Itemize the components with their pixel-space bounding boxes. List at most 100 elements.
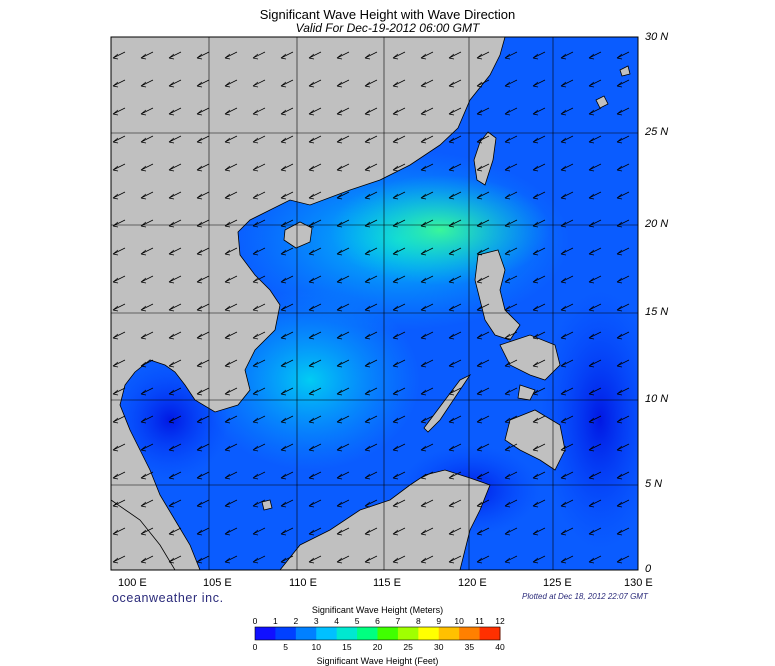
wave-arrow bbox=[336, 415, 350, 424]
wave-arrow bbox=[336, 359, 350, 368]
wave-arrow bbox=[420, 51, 434, 60]
wave-arrow bbox=[140, 527, 154, 536]
wave-arrow bbox=[196, 555, 210, 564]
wave-arrow bbox=[308, 275, 322, 284]
lon-label-120e: 120 E bbox=[458, 577, 487, 589]
wave-arrow bbox=[560, 275, 574, 284]
wave-arrow bbox=[504, 163, 518, 172]
wave-arrow bbox=[560, 219, 574, 228]
colorbar-tick-meters: 11 bbox=[475, 616, 484, 626]
wave-arrow bbox=[364, 163, 378, 172]
wave-arrow bbox=[560, 107, 574, 116]
wave-arrow bbox=[532, 191, 546, 200]
wave-arrow bbox=[448, 51, 462, 60]
wave-arrow bbox=[364, 387, 378, 396]
wave-arrow bbox=[476, 219, 490, 228]
wave-arrow bbox=[392, 191, 406, 200]
colorbar-title-meters: Significant Wave Height (Meters) bbox=[311, 605, 444, 615]
wave-arrow bbox=[112, 275, 126, 284]
wave-arrow bbox=[112, 331, 126, 340]
wave-arrow bbox=[252, 359, 266, 368]
wave-arrow bbox=[308, 163, 322, 172]
wave-arrow bbox=[112, 107, 126, 116]
wave-arrow bbox=[588, 79, 602, 88]
wave-arrow bbox=[252, 219, 266, 228]
wave-arrow bbox=[140, 387, 154, 396]
wave-arrow bbox=[504, 471, 518, 480]
chart-subtitle: Valid For Dec-19-2012 06:00 GMT bbox=[295, 21, 480, 35]
map-frame bbox=[110, 36, 639, 571]
wave-arrow bbox=[392, 331, 406, 340]
wave-arrow bbox=[560, 499, 574, 508]
wave-arrow bbox=[168, 555, 182, 564]
wave-arrow bbox=[476, 527, 490, 536]
wave-arrow bbox=[168, 527, 182, 536]
wave-arrow bbox=[532, 107, 546, 116]
wave-arrow bbox=[476, 387, 490, 396]
wave-arrow bbox=[476, 555, 490, 564]
wave-arrow bbox=[224, 387, 238, 396]
wave-arrow bbox=[308, 527, 322, 536]
wave-arrow bbox=[224, 219, 238, 228]
wave-arrow bbox=[616, 443, 630, 452]
wave-arrow bbox=[140, 275, 154, 284]
wave-arrow bbox=[224, 415, 238, 424]
wave-arrow bbox=[112, 135, 126, 144]
wave-arrow bbox=[308, 555, 322, 564]
wave-arrow bbox=[560, 303, 574, 312]
wave-arrow bbox=[448, 555, 462, 564]
colorbar-tick-meters: 12 bbox=[495, 616, 505, 626]
wave-arrow bbox=[168, 107, 182, 116]
wave-arrow bbox=[616, 191, 630, 200]
wave-arrow bbox=[168, 191, 182, 200]
wave-arrow bbox=[504, 79, 518, 88]
wave-arrow bbox=[476, 303, 490, 312]
wave-arrow bbox=[280, 331, 294, 340]
wave-arrow bbox=[196, 443, 210, 452]
wave-arrow bbox=[616, 219, 630, 228]
wave-arrow bbox=[392, 387, 406, 396]
wave-arrow bbox=[224, 527, 238, 536]
wave-arrow bbox=[560, 443, 574, 452]
wave-arrow bbox=[476, 51, 490, 60]
wave-arrow bbox=[308, 219, 322, 228]
wave-arrow bbox=[364, 247, 378, 256]
wave-arrow bbox=[112, 191, 126, 200]
wave-arrow bbox=[112, 359, 126, 368]
wave-arrow bbox=[196, 275, 210, 284]
wave-arrow bbox=[112, 79, 126, 88]
wave-arrow bbox=[588, 135, 602, 144]
colorbar-segment bbox=[438, 627, 460, 640]
wave-arrow bbox=[532, 415, 546, 424]
wave-arrow bbox=[252, 107, 266, 116]
colorbar-segment bbox=[479, 627, 501, 640]
wave-arrow bbox=[420, 471, 434, 480]
wave-arrow bbox=[616, 527, 630, 536]
wave-arrow bbox=[504, 303, 518, 312]
wave-arrow bbox=[196, 387, 210, 396]
wave-arrow bbox=[364, 499, 378, 508]
wave-arrow bbox=[392, 443, 406, 452]
colorbar bbox=[254, 626, 501, 641]
chart-title: Significant Wave Height with Wave Direct… bbox=[259, 7, 516, 22]
wave-arrow bbox=[476, 443, 490, 452]
wave-arrow bbox=[168, 219, 182, 228]
wave-arrow bbox=[448, 387, 462, 396]
wave-arrow bbox=[476, 79, 490, 88]
wave-arrow bbox=[504, 191, 518, 200]
wave-arrow bbox=[504, 555, 518, 564]
colorbar-segment bbox=[459, 627, 481, 640]
colorbar-tick-meters: 8 bbox=[415, 616, 421, 626]
wave-arrow bbox=[420, 415, 434, 424]
wave-arrow bbox=[448, 163, 462, 172]
wave-arrow bbox=[140, 331, 154, 340]
wave-arrow bbox=[280, 527, 294, 536]
wave-arrow bbox=[280, 387, 294, 396]
colorbar-tick-meters: 7 bbox=[395, 616, 401, 626]
colorbar-tick-feet: 30 bbox=[434, 642, 444, 652]
wave-arrow bbox=[280, 303, 294, 312]
wave-arrow bbox=[196, 163, 210, 172]
wave-arrow bbox=[336, 51, 350, 60]
wave-arrow bbox=[252, 471, 266, 480]
lon-label-115e: 115 E bbox=[373, 577, 401, 589]
